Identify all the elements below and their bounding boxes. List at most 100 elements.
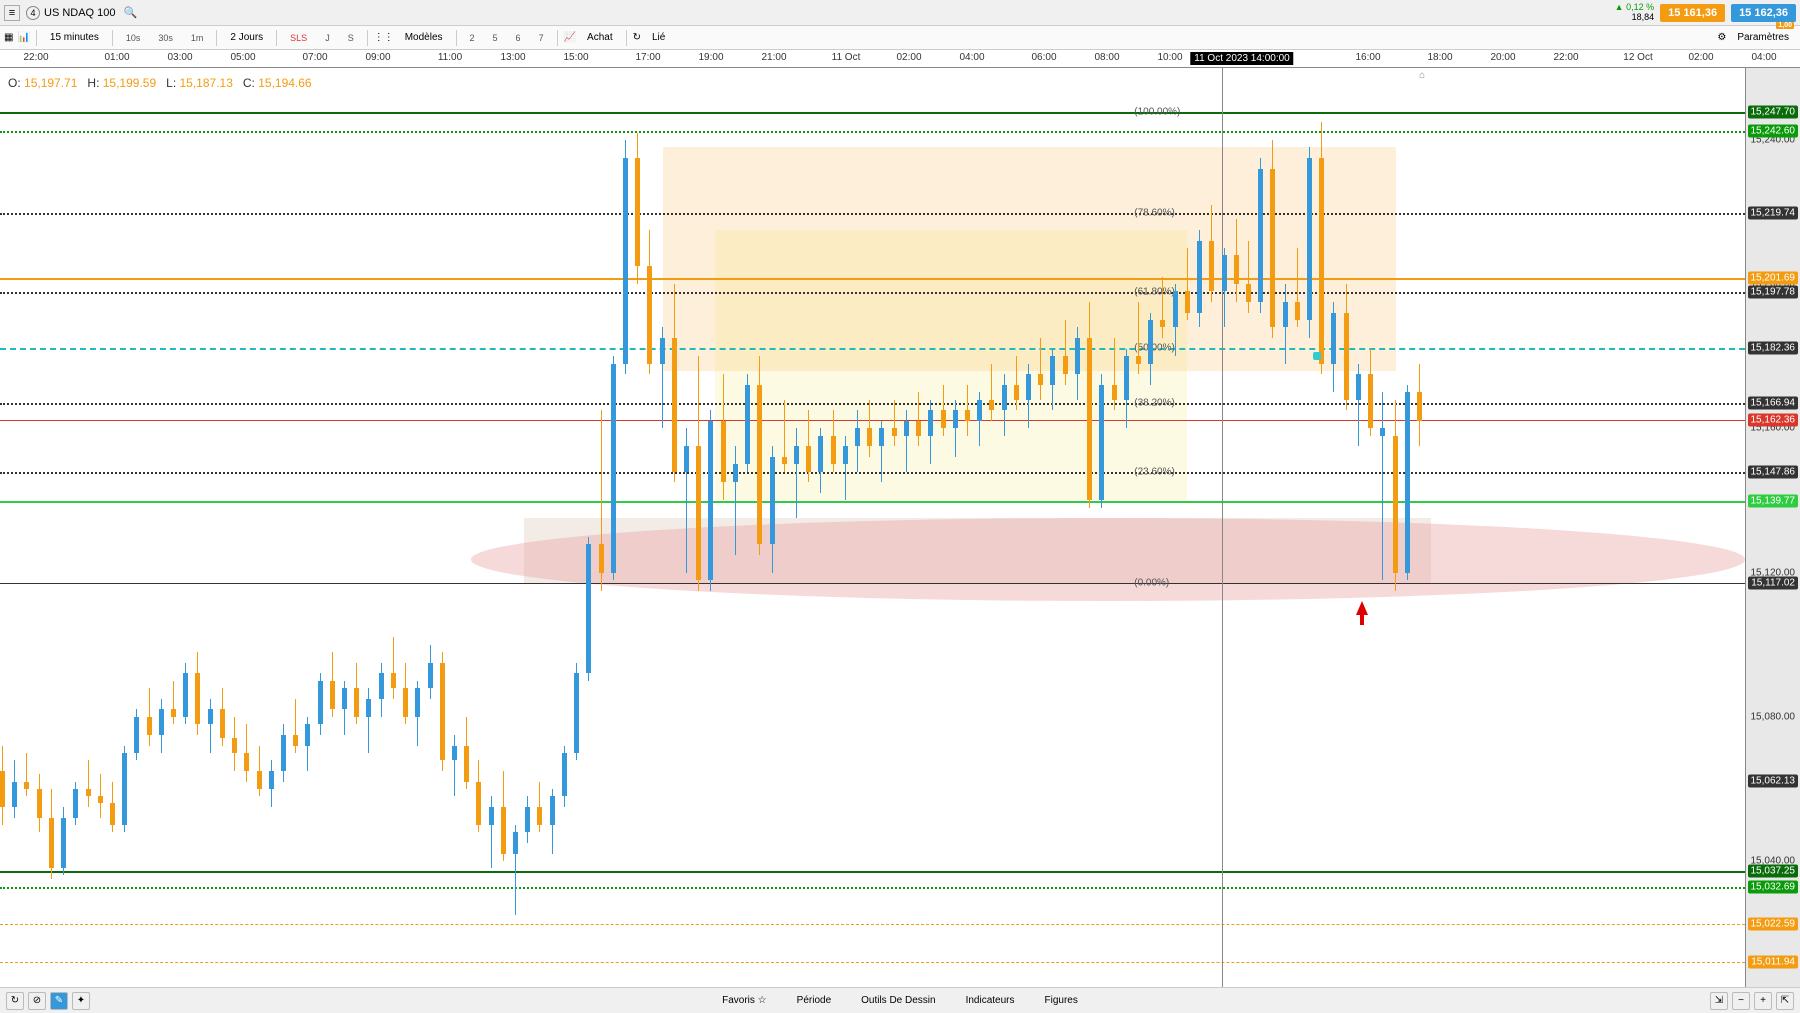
time-label: 02:00 [896, 52, 921, 63]
time-label: 22:00 [1553, 52, 1578, 63]
j-btn[interactable]: J [318, 30, 337, 46]
horizontal-line [0, 420, 1745, 421]
horizontal-line [0, 292, 1745, 294]
achat-btn[interactable]: Achat [580, 29, 620, 46]
symbol-name[interactable]: US NDAQ 100 [44, 7, 116, 19]
indicateurs-btn[interactable]: Indicateurs [966, 995, 1015, 1006]
price-marker-label: 15,166.94 [1748, 397, 1799, 410]
ask-price[interactable]: 15 162,361,00 [1731, 4, 1796, 22]
range-selector[interactable]: 2 Jours [223, 29, 270, 46]
time-label: 11 Oct [832, 52, 861, 63]
menu-button[interactable]: ≡ [4, 5, 20, 21]
time-label: 05:00 [230, 52, 255, 63]
change-info: ▲ 0,12 % 18,84 [1615, 3, 1654, 23]
params-btn[interactable]: Paramètres [1730, 29, 1796, 46]
layout-number[interactable]: 4 [26, 6, 40, 20]
horizontal-line [0, 472, 1745, 474]
time-label: 11:00 [438, 52, 462, 63]
price-axis[interactable]: 15,240.0015,200.0015,160.0015,120.0015,0… [1745, 68, 1800, 987]
tool-refresh-icon[interactable]: ↻ [6, 992, 24, 1010]
tf-10s[interactable]: 10s [119, 30, 148, 46]
horizontal-line [0, 278, 1745, 280]
horizontal-line [0, 131, 1745, 133]
time-label: 06:00 [1031, 52, 1056, 63]
horizontal-line [0, 962, 1745, 963]
expand-icon[interactable]: ⇱ [1776, 992, 1794, 1010]
collapse-icon[interactable]: ⇲ [1710, 992, 1728, 1010]
horizontal-line [0, 501, 1745, 503]
horizontal-line [0, 213, 1745, 215]
time-label: 11 Oct 2023 14:00:00 [1190, 52, 1293, 65]
horizontal-line [0, 583, 1745, 584]
price-marker-label: 15,197.78 [1748, 286, 1799, 299]
time-label: 21:00 [761, 52, 786, 63]
fib-label: (78.60%) [1134, 208, 1175, 219]
tf-1m[interactable]: 1m [184, 30, 211, 46]
time-label: 19:00 [698, 52, 723, 63]
top-toolbar: ≡ 4 US NDAQ 100 🔍 ▲ 0,12 % 18,84 15 161,… [0, 0, 1800, 26]
tf-30s[interactable]: 30s [151, 30, 180, 46]
price-marker-label: 15,032.69 [1748, 881, 1799, 894]
horizontal-line [0, 924, 1745, 925]
horizontal-line [0, 887, 1745, 889]
ohlc-display: O: 15,197.71 H: 15,199.59 L: 15,187.13 C… [8, 76, 312, 90]
price-marker-label: 15,201.69 [1748, 272, 1799, 285]
lie-btn[interactable]: Lié [645, 29, 672, 46]
price-marker-label: 15,182.36 [1748, 341, 1799, 354]
n7[interactable]: 7 [532, 30, 551, 46]
price-marker-label: 15,022.59 [1748, 917, 1799, 930]
time-axis[interactable]: 22:0001:0003:0005:0007:0009:0011:0013:00… [0, 50, 1800, 68]
zoom-out-icon[interactable]: − [1732, 992, 1750, 1010]
figures-btn[interactable]: Figures [1045, 995, 1078, 1006]
ellipse-zone [471, 518, 1745, 601]
time-label: 18:00 [1427, 52, 1452, 63]
fib-label: (0.00%) [1134, 578, 1169, 589]
fib-label: (50.00%) [1134, 342, 1175, 353]
periode-btn[interactable]: Période [797, 995, 831, 1006]
horizontal-line [0, 403, 1745, 405]
time-label: 10:00 [1157, 52, 1182, 63]
chart-type-icon[interactable]: 📊 [17, 32, 29, 43]
price-marker-label: 15,011.94 [1748, 955, 1798, 968]
time-label: 15:00 [563, 52, 588, 63]
marker-icon [1313, 352, 1321, 360]
interval-selector[interactable]: 15 minutes [43, 29, 106, 46]
time-label: 07:00 [302, 52, 327, 63]
n6[interactable]: 6 [509, 30, 528, 46]
n5[interactable]: 5 [486, 30, 505, 46]
chart-icon[interactable]: 📈 [564, 32, 576, 43]
crosshair-vline [1222, 68, 1223, 987]
grid-icon[interactable]: ▦ [4, 32, 13, 43]
time-label: 04:00 [1751, 52, 1776, 63]
tool-pencil-icon[interactable]: ✎ [50, 992, 68, 1010]
price-marker-label: 15,037.25 [1748, 864, 1799, 877]
price-grid-label: 15,080.00 [1748, 710, 1799, 723]
price-marker-label: 15,219.74 [1748, 207, 1799, 220]
zoom-in-icon[interactable]: + [1754, 992, 1772, 1010]
models-icon[interactable]: ⋮⋮ [374, 32, 394, 43]
tool-target-icon[interactable]: ⊘ [28, 992, 46, 1010]
time-label: 08:00 [1094, 52, 1119, 63]
time-label: 01:00 [104, 52, 129, 63]
favoris-btn[interactable]: Favoris ☆ [722, 995, 767, 1006]
home-icon: ⌂ [1419, 70, 1425, 81]
search-icon[interactable]: 🔍 [124, 6, 138, 19]
horizontal-line [0, 871, 1745, 873]
tool-wand-icon[interactable]: ✦ [72, 992, 90, 1010]
s-btn[interactable]: S [341, 30, 361, 46]
models-btn[interactable]: Modèles [398, 29, 450, 46]
time-label: 09:00 [365, 52, 390, 63]
sls-btn[interactable]: SLS [283, 30, 314, 46]
fib-label: (61.80%) [1134, 287, 1175, 298]
price-marker-label: 15,062.13 [1748, 775, 1799, 788]
link-icon[interactable]: ↻ [633, 32, 641, 43]
gear-icon[interactable]: ⚙ [1717, 32, 1726, 43]
time-label: 20:00 [1490, 52, 1515, 63]
fib-label: (23.60%) [1134, 467, 1175, 478]
outils-btn[interactable]: Outils De Dessin [861, 995, 935, 1006]
chart-area[interactable]: O: 15,197.71 H: 15,199.59 L: 15,187.13 C… [0, 68, 1745, 987]
n2[interactable]: 2 [463, 30, 482, 46]
bid-price[interactable]: 15 161,36 [1660, 4, 1725, 22]
horizontal-line [0, 348, 1745, 350]
fib-label: (38.20%) [1134, 398, 1175, 409]
